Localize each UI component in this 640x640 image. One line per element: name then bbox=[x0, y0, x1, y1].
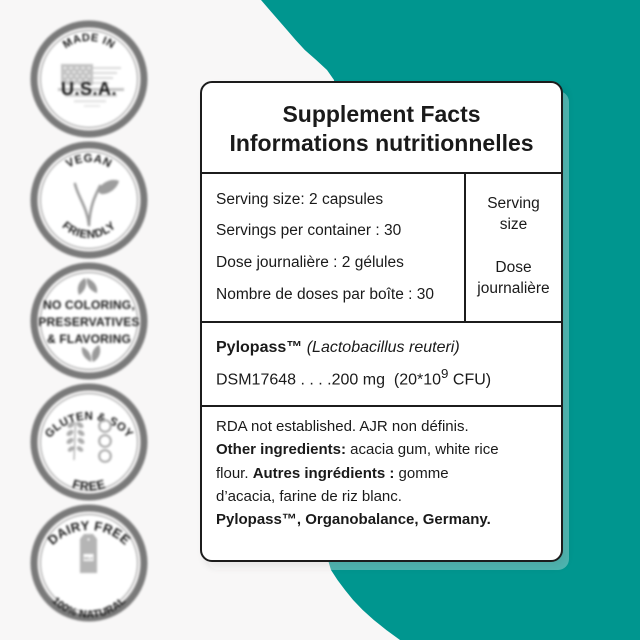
svg-text:NO COLORING,: NO COLORING, bbox=[43, 298, 135, 312]
svg-text:U.S.A.: U.S.A. bbox=[61, 79, 117, 99]
svg-text:MILK: MILK bbox=[84, 557, 94, 561]
svg-text:& FLAVORING: & FLAVORING bbox=[47, 332, 131, 346]
svg-text:PRESERVATIVES: PRESERVATIVES bbox=[38, 315, 139, 329]
